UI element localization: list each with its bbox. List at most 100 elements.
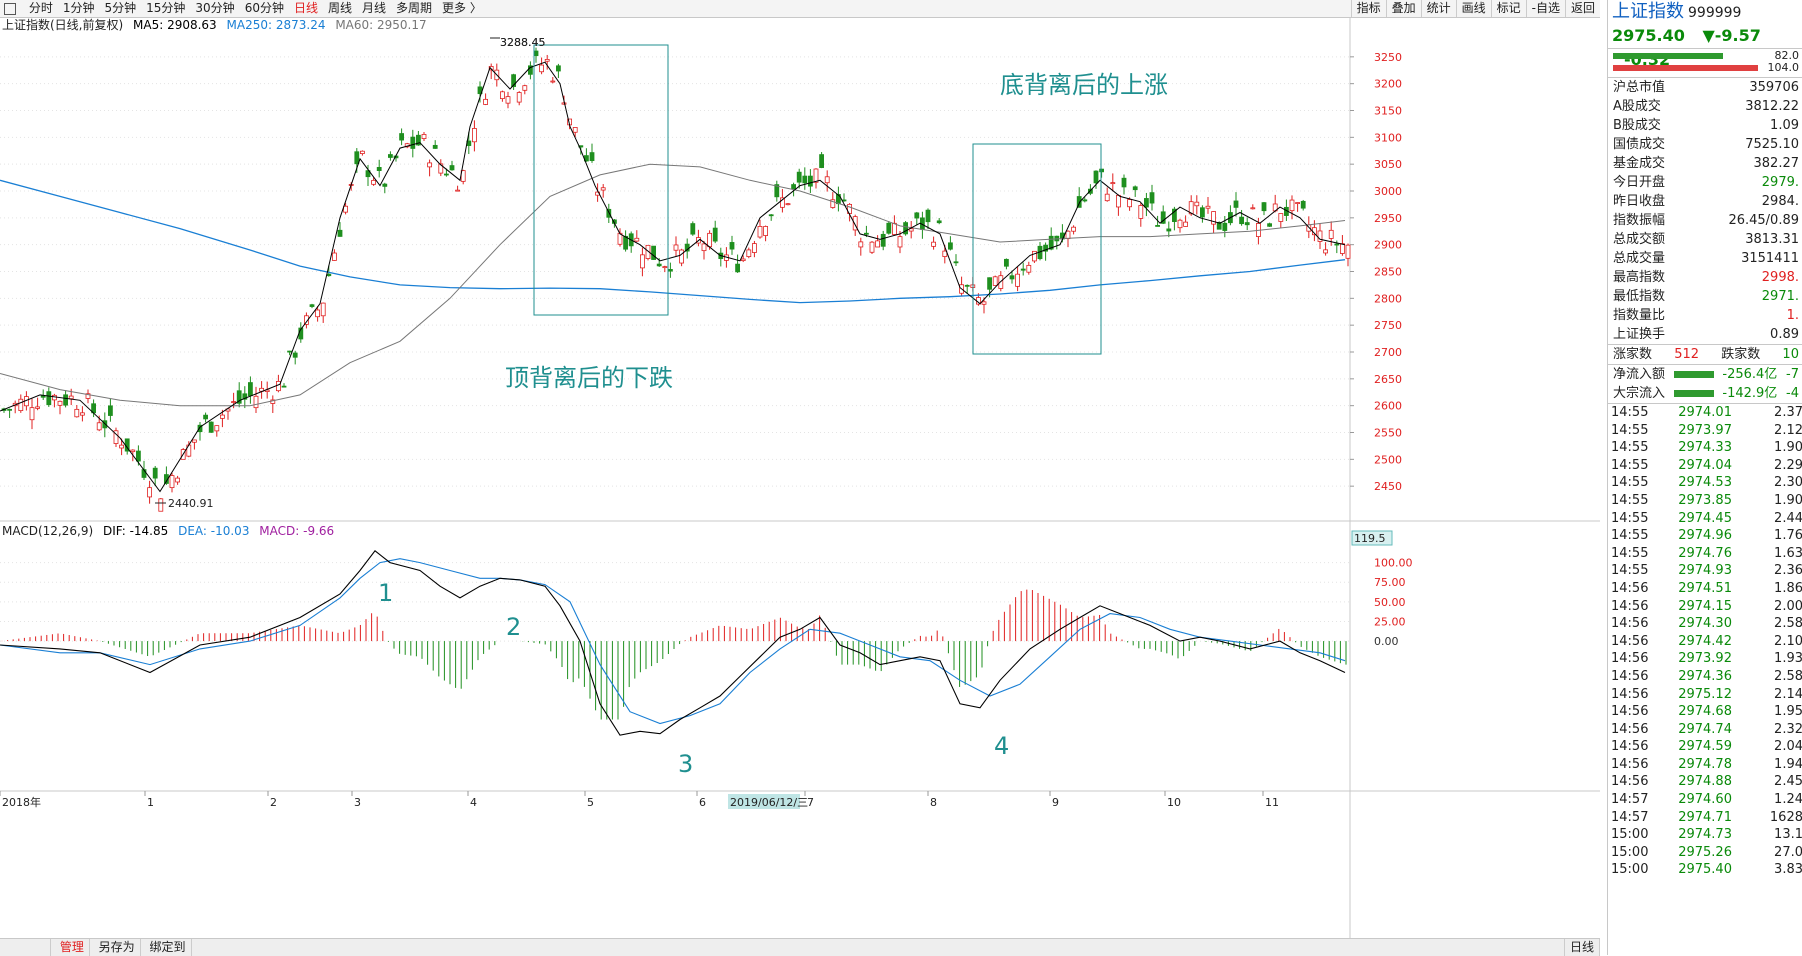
tool-button[interactable]: 画线 — [1455, 0, 1491, 17]
candle-body — [427, 162, 433, 168]
candle-body — [1289, 199, 1295, 212]
candle-body — [796, 171, 802, 183]
flow-label: 净流入额 — [1613, 367, 1666, 382]
candle-body — [1015, 273, 1020, 287]
dea-value: DEA: -10.03 — [178, 524, 250, 538]
tick-time: 14:55 — [1611, 563, 1649, 579]
tick-time: 14:56 — [1611, 739, 1649, 755]
price-change: ▼-9.57 — [1702, 26, 1761, 45]
tick-volume: 2.37 — [1774, 405, 1802, 420]
period-label[interactable]: 日线 — [1563, 939, 1600, 956]
period-tab[interactable]: 更多 〉 — [442, 1, 482, 15]
tool-button[interactable]: 标记 — [1490, 0, 1526, 17]
bottom-spacer — [0, 939, 51, 956]
tool-button[interactable]: 返回 — [1564, 0, 1600, 17]
period-tab[interactable]: 15分钟 — [146, 1, 186, 15]
stat-row: 基金成交 382.27 — [1608, 154, 1802, 173]
tick-row: 14:55 2973.97 2.12 — [1608, 422, 1802, 440]
xaxis-label: 8 — [930, 796, 937, 809]
bottom-divergence-text: 底背离后的上涨 — [1000, 71, 1168, 99]
stat-value: 1. — [1786, 308, 1799, 323]
panel-toggle-icon[interactable] — [4, 3, 16, 15]
quote-title: 上证指数 999999 — [1608, 0, 1802, 24]
candle-body — [1110, 182, 1116, 185]
stat-label: B股成交 — [1613, 118, 1661, 133]
tool-button[interactable]: -自选 — [1525, 0, 1565, 17]
tick-volume: 1.76 — [1774, 528, 1802, 544]
main-ytick-label: 2950 — [1374, 212, 1402, 225]
period-tab[interactable]: 1分钟 — [62, 1, 95, 15]
candle-body — [292, 352, 298, 358]
stat-value: 3151411 — [1741, 251, 1799, 266]
stat-label: 基金成交 — [1613, 156, 1666, 171]
period-tab[interactable]: 60分钟 — [244, 1, 284, 15]
flow-bar — [1673, 371, 1714, 378]
tick-volume: 2.30 — [1774, 475, 1802, 491]
period-tab[interactable]: 月线 — [362, 1, 387, 15]
stat-value: 382.27 — [1753, 156, 1800, 171]
main-ytick-label: 3250 — [1374, 51, 1402, 64]
candle-body — [1127, 199, 1132, 208]
tick-row: 14:55 2974.45 2.44 — [1608, 510, 1802, 528]
candle-body — [757, 226, 763, 238]
tick-time: 14:56 — [1611, 616, 1649, 632]
tool-button[interactable]: 叠加 — [1385, 0, 1421, 17]
candle-body — [96, 422, 102, 431]
candle-body — [1244, 222, 1250, 226]
tick-price: 2974.51 — [1678, 580, 1732, 596]
flow-value-2: -4 — [1786, 386, 1799, 401]
candle-body — [52, 394, 57, 401]
stat-label: 总成交额 — [1613, 232, 1666, 247]
candle-body — [326, 273, 332, 277]
stat-value: 7525.10 — [1745, 137, 1799, 152]
bind-to-button[interactable]: 绑定到 — [145, 939, 192, 956]
candle-body — [371, 179, 377, 185]
tool-button[interactable]: 指标 — [1350, 0, 1386, 17]
candle-body — [68, 395, 74, 400]
period-tab[interactable]: 30分钟 — [195, 1, 235, 15]
candle-body — [449, 165, 455, 171]
candle-body — [320, 302, 326, 317]
ma60-value: MA60: 2950.17 — [335, 18, 427, 32]
manage-button[interactable]: 管理 — [55, 939, 90, 956]
period-tab[interactable]: 分时 — [28, 1, 53, 15]
candle-body — [236, 390, 242, 404]
main-ytick-label: 2650 — [1374, 373, 1402, 386]
tick-price: 2973.85 — [1678, 492, 1732, 508]
main-ytick-label: 3200 — [1374, 78, 1402, 91]
period-tab[interactable]: 5分钟 — [104, 1, 137, 15]
tick-volume: 1.24 — [1774, 792, 1802, 808]
candle-body — [808, 175, 813, 187]
candle-body — [516, 92, 522, 103]
flow-bar — [1673, 390, 1714, 397]
tick-price: 2974.76 — [1678, 545, 1732, 561]
tick-price: 2974.96 — [1678, 528, 1732, 544]
candle-body — [864, 232, 869, 235]
stat-row: 昨日收盘 2984. — [1608, 192, 1802, 211]
candle-body — [354, 151, 360, 165]
candle-body — [85, 393, 91, 399]
candle-body — [589, 152, 595, 162]
period-tab[interactable]: 多周期 — [396, 1, 433, 15]
tool-button[interactable]: 统计 — [1420, 0, 1456, 17]
tick-list[interactable]: 14:55 2974.01 2.37 14:55 2973.97 2.12 14:55 297… — [1608, 404, 1802, 879]
candle-body — [158, 498, 164, 512]
period-tabs: 分时 1分钟 5分钟 15分钟 30分钟 60分钟 日线 周线 月线 多周期 更多 〉 — [24, 1, 487, 15]
ma250-line — [0, 179, 1346, 304]
ma5-line — [0, 61, 1346, 493]
flow-label: 大宗流入 — [1613, 386, 1666, 401]
top-divergence-box — [533, 44, 669, 316]
candle-body — [908, 228, 914, 232]
tick-price: 2974.74 — [1678, 721, 1732, 737]
candle-body — [1172, 208, 1177, 222]
period-tab[interactable]: 周线 — [327, 1, 352, 15]
strength-value-1: 82.0 — [1774, 49, 1800, 62]
kline-chart[interactable]: 上证指数(日线,前复权) MA5: 2908.63 MA250: 2873.24… — [0, 18, 1600, 938]
tick-volume: 2.58 — [1774, 668, 1802, 684]
candle-body — [1132, 186, 1138, 191]
period-tab[interactable]: 日线 — [293, 1, 318, 15]
save-as-button[interactable]: 另存为 — [94, 939, 141, 956]
candle-body — [1099, 168, 1104, 173]
ma5-value: MA5: 2908.63 — [133, 18, 217, 32]
dif-line — [0, 550, 1346, 736]
